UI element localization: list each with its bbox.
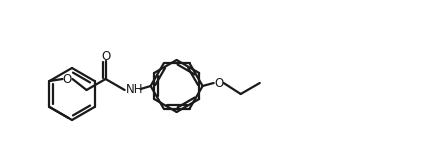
Text: O: O bbox=[101, 49, 110, 63]
Text: NH: NH bbox=[126, 83, 143, 95]
Text: O: O bbox=[63, 73, 72, 85]
Text: O: O bbox=[214, 77, 223, 89]
